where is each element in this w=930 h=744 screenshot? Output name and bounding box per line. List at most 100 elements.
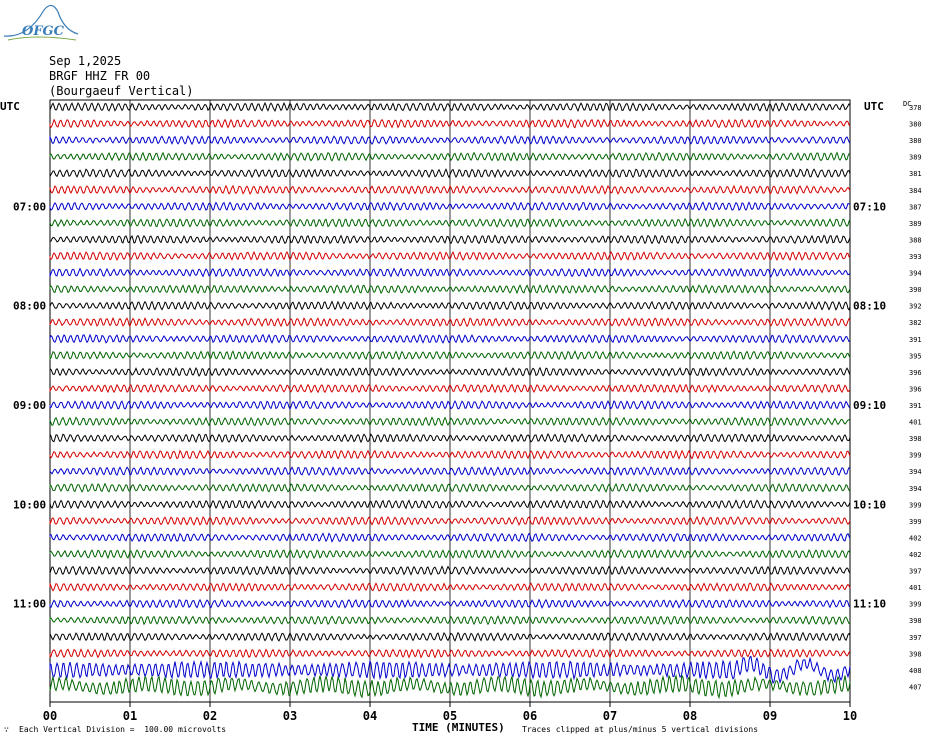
dc-value-29: 401 xyxy=(909,584,922,592)
left-hour-label: 11:00 xyxy=(13,598,46,611)
trace-row-17 xyxy=(49,383,851,394)
dc-value-22: 394 xyxy=(909,468,922,476)
x-tick-label: 02 xyxy=(203,709,217,723)
logo-text: OFGC xyxy=(22,24,65,39)
dc-value-30: 399 xyxy=(909,601,922,609)
trace-row-27 xyxy=(49,549,851,560)
x-tick-label: 08 xyxy=(683,709,697,723)
dc-value-31: 398 xyxy=(909,617,922,625)
trace-row-19 xyxy=(49,416,851,427)
left-hour-label: 07:00 xyxy=(13,200,46,213)
trace-row-13 xyxy=(49,316,851,328)
right-hour-label: 07:10 xyxy=(853,200,886,213)
chart-date: Sep 1,2025 xyxy=(49,54,122,68)
right-hour-label: 11:10 xyxy=(853,598,886,611)
dc-value-1: 380 xyxy=(909,121,922,129)
x-tick-label: 06 xyxy=(523,709,537,723)
right-hour-label: 08:10 xyxy=(853,300,886,313)
dc-value-9: 393 xyxy=(909,253,922,261)
x-tick-label: 03 xyxy=(283,709,297,723)
trace-row-16 xyxy=(49,366,851,377)
x-tick-label: 00 xyxy=(43,709,57,723)
dc-value-3: 389 xyxy=(909,154,922,162)
dc-value-6: 387 xyxy=(909,203,922,211)
dc-value-25: 399 xyxy=(909,518,922,526)
trace-row-11 xyxy=(49,283,851,295)
dc-value-35: 407 xyxy=(909,683,922,691)
dc-value-11: 390 xyxy=(909,286,922,294)
dc-value-0: 378 xyxy=(909,104,922,112)
x-tick-label: 09 xyxy=(763,709,777,723)
dc-value-23: 394 xyxy=(909,485,922,493)
trace-row-0 xyxy=(49,101,851,112)
trace-row-24 xyxy=(49,499,851,510)
dc-value-14: 391 xyxy=(909,336,922,344)
trace-row-5 xyxy=(49,184,851,195)
trace-row-21 xyxy=(49,449,851,460)
footer-marker-icon: ∵ xyxy=(4,725,9,734)
dc-value-17: 396 xyxy=(909,385,922,393)
dc-value-12: 392 xyxy=(909,303,922,311)
dc-value-15: 395 xyxy=(909,352,922,360)
trace-row-35 xyxy=(49,673,851,700)
dc-value-2: 380 xyxy=(909,137,922,145)
left-axis-title: UTC xyxy=(0,100,20,113)
trace-row-18 xyxy=(49,399,851,411)
dc-value-13: 382 xyxy=(909,319,922,327)
dc-value-10: 394 xyxy=(909,270,922,278)
dc-value-28: 397 xyxy=(909,568,922,576)
dc-value-8: 388 xyxy=(909,236,922,244)
trace-row-7 xyxy=(49,217,851,229)
station-code: BRGF HHZ FR 00 xyxy=(49,69,151,83)
footer-scale-note: Each Vertical Division = 100.00 microvol… xyxy=(19,725,227,734)
trace-row-8 xyxy=(49,234,851,245)
left-hour-label: 10:00 xyxy=(13,498,46,511)
dc-value-32: 397 xyxy=(909,634,922,642)
dc-value-19: 401 xyxy=(909,419,922,427)
dc-value-18: 391 xyxy=(909,402,922,410)
trace-row-31 xyxy=(49,615,851,626)
right-hour-label: 10:10 xyxy=(853,498,886,511)
station-location: (Bourgaeuf Vertical) xyxy=(49,84,194,98)
dc-value-5: 384 xyxy=(909,187,922,195)
trace-row-3 xyxy=(49,151,851,162)
trace-row-20 xyxy=(49,432,851,444)
left-hour-label: 08:00 xyxy=(13,300,46,313)
dc-value-21: 399 xyxy=(909,452,922,460)
dc-value-4: 381 xyxy=(909,170,922,178)
x-tick-label: 05 xyxy=(443,709,457,723)
right-hour-label: 09:10 xyxy=(853,399,886,412)
dc-value-7: 389 xyxy=(909,220,922,228)
trace-row-9 xyxy=(49,250,851,262)
x-axis-label: TIME (MINUTES) xyxy=(412,721,505,734)
trace-row-12 xyxy=(49,300,851,311)
trace-row-23 xyxy=(49,482,851,493)
trace-row-10 xyxy=(49,267,851,278)
ofgc-logo-icon xyxy=(3,4,79,41)
left-hour-label: 09:00 xyxy=(13,399,46,412)
trace-row-2 xyxy=(49,134,851,146)
trace-row-14 xyxy=(49,333,851,344)
dc-column-title: DC xyxy=(903,100,911,108)
x-tick-label: 01 xyxy=(123,709,137,723)
trace-row-32 xyxy=(49,631,851,642)
dc-value-27: 402 xyxy=(909,551,922,559)
x-tick-label: 04 xyxy=(363,709,377,723)
dc-value-16: 396 xyxy=(909,369,922,377)
trace-row-1 xyxy=(49,118,851,129)
dc-value-20: 398 xyxy=(909,435,922,443)
trace-row-34 xyxy=(49,655,851,685)
trace-row-26 xyxy=(49,532,851,543)
trace-row-30 xyxy=(49,598,851,609)
x-tick-label: 07 xyxy=(603,709,617,723)
dc-value-26: 402 xyxy=(909,534,922,542)
trace-row-29 xyxy=(49,581,851,593)
trace-row-4 xyxy=(49,168,851,179)
x-tick-label: 10 xyxy=(843,709,857,723)
trace-row-25 xyxy=(49,515,851,526)
trace-row-6 xyxy=(49,201,851,212)
right-axis-title: UTC xyxy=(864,100,884,113)
trace-row-22 xyxy=(49,466,851,477)
